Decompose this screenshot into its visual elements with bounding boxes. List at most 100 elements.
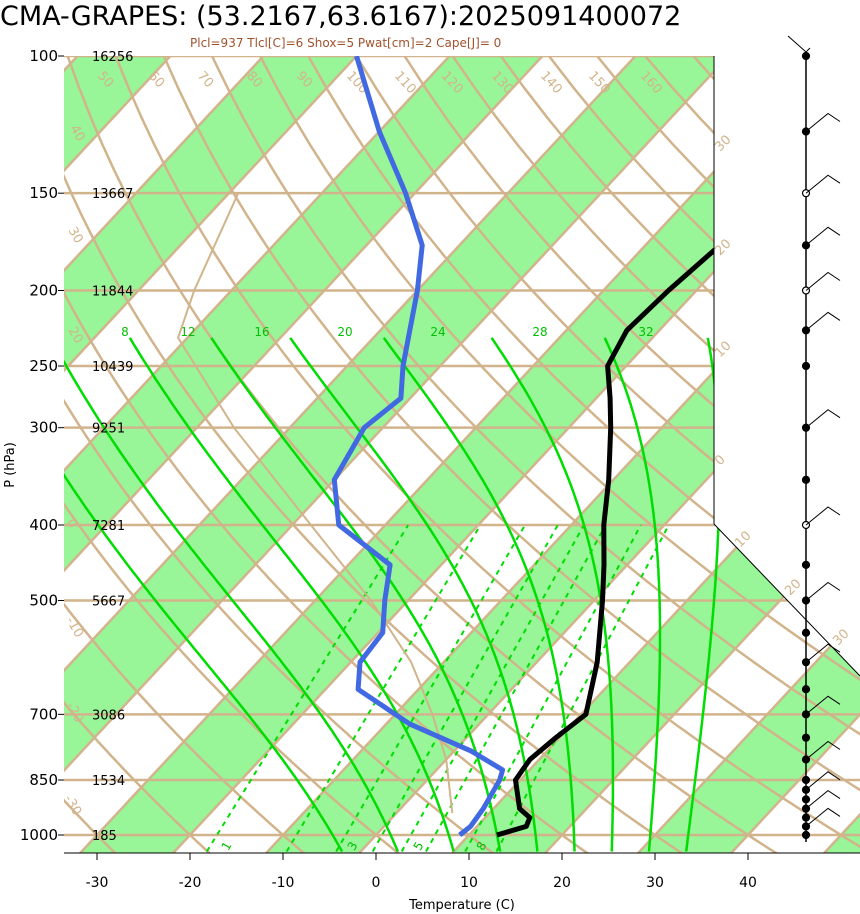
pressure-tick-label: 200 [29,282,58,300]
dry-adiabat-line [241,56,860,853]
pressure-tick-label: 150 [29,184,58,202]
wind-level-dot [801,475,811,484]
mixing-ratio-line [335,524,526,853]
isotherm-line [64,56,484,853]
moist-adiabat-line [490,337,615,852]
wind-barb [805,271,841,291]
mixing-ratio-line [285,524,482,853]
temperature-line [496,56,860,838]
dry-adiabat-label: 70 [194,69,216,91]
dry-adiabat-line [288,56,860,853]
dry-adiabat-line [335,56,860,853]
mixing-ratio-lines [205,524,670,853]
mixing-ratio-line [425,524,607,852]
wind-barb [805,695,841,715]
height-label: 13667 [92,187,133,202]
dry-adiabat-line [64,56,226,853]
wind-barb [805,174,841,194]
wind-barb [805,771,841,791]
moist-adiabat-line [382,337,576,852]
wind-level-dot [801,685,811,694]
temperature-tick-label: -20 [179,875,202,891]
mixing-ratio-line [495,524,670,852]
wind-level-dot [801,795,811,804]
plot-boundary [64,56,860,854]
y-axis-label: P (hPa) [3,442,18,488]
height-label: 9251 [92,422,125,437]
wind-level-dot [801,775,811,785]
mixing-ratio-label: 16 [254,325,269,339]
mixing-ratio-label: 32 [638,325,653,339]
mixing-ratio-bottom-label: 1 [219,839,235,853]
height-label: 10439 [92,360,133,375]
height-label: 5667 [92,594,125,609]
wind-level-dot [801,361,811,371]
mixing-ratio-line [400,524,585,852]
pressure-tick-label: 500 [29,591,58,609]
isotherm-right-label: 20 [712,237,734,259]
isotherm-edge-label: -30 [61,793,85,819]
mixing-ratio-label: 8 [121,325,129,339]
dry-adiabat-line [64,56,417,853]
mixing-ratio-label: 28 [532,325,547,339]
chart-subtitle: Plcl=937 Tlcl[C]=6 Shox=5 Pwat[cm]=2 Cap… [190,36,501,50]
mixing-ratio-line [464,524,642,852]
mixing-ratio-line [371,524,559,852]
mixing-ratio-line [205,524,410,853]
wind-barb [805,226,841,246]
pressure-tick-label: 300 [29,419,58,437]
isotherm-right-label: 10 [712,339,734,361]
green-band [64,56,390,853]
wind-barb [805,643,841,663]
dewpoint-line [331,56,506,837]
isotherm-edge-label: 20 [65,325,86,347]
temperature-tick-label: 0 [372,875,381,891]
moist-adiabat-line [603,337,662,852]
isotherm-edge-label: 30 [65,225,86,247]
wind-level-dot [801,813,811,822]
wind-barb [805,581,841,601]
pressure-tick-label: 250 [29,357,58,375]
dry-adiabat-line [64,56,513,853]
height-label: 11844 [92,285,133,300]
mixing-ratio-label: 12 [180,325,195,339]
isotherm-line [64,56,298,853]
wind-barb [805,789,841,809]
isotherm-right-lower-label: 30 [830,627,852,649]
isotherm-line [64,56,205,853]
wind-level-dot [801,830,811,840]
height-label: 7281 [92,519,125,534]
dry-adiabat-line [64,56,131,853]
temperature-tick-label: 30 [646,875,664,891]
green-band [64,56,576,853]
pressure-tick-label: 1000 [20,826,58,844]
isotherm-edge-label: -10 [63,615,87,641]
wind-barb [805,506,841,526]
isotherm-line [624,56,860,853]
mixing-ratio-bottom-label: 5 [411,839,427,853]
pressure-axis: 100 16256 150 13667 200 11844 250 10439 300 9251 4… [20,47,134,844]
height-label: 185 [92,829,117,844]
moist-adiabat-line [289,337,539,852]
dry-adiabat-line [64,56,322,853]
pressure-tick-label: 400 [29,516,58,534]
temperature-tick-label: -30 [86,875,109,891]
height-label: 1534 [92,774,125,789]
height-label: 16256 [92,50,133,65]
wind-barb [805,740,841,760]
dry-adiabat-line [64,56,609,853]
wind-barb [805,409,841,429]
dry-adiabat-line [148,56,860,853]
chart-title: CMA-GRAPES: (53.2167,63.6167):2025091400… [0,1,681,32]
isotherm-right-label: 30 [712,133,734,155]
isotherm-right-lower-label: 20 [782,577,804,599]
moist-adiabat-line [128,337,455,852]
wind-level-dot [801,560,811,569]
isotherm-right-label: 0 [712,452,728,468]
temperature-tick-label: 10 [460,875,478,891]
plot-area: 50 60 70 80 90 100 110 120 130 140 150 160 8 12 16 20 2… [64,56,860,853]
pressure-tick-label: 850 [29,771,58,789]
isotherm-line [252,56,860,853]
x-axis-label: Temperature (C) [408,898,515,913]
